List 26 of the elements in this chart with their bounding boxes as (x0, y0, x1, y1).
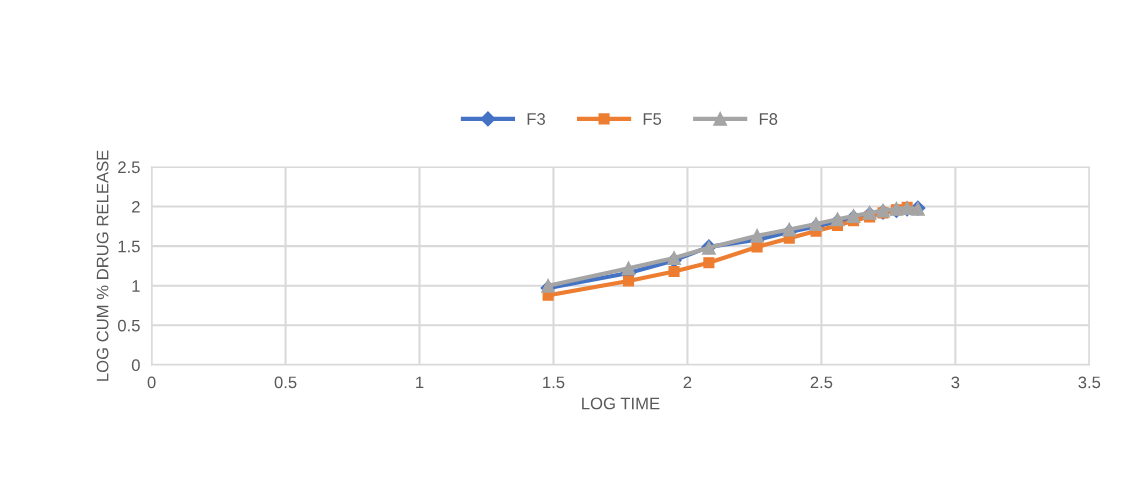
point (621, 261, 636, 276)
x-tick-label: 1 (416, 376, 424, 389)
legend-label: F3 (527, 113, 545, 125)
point (703, 257, 715, 269)
point (667, 251, 681, 265)
x-tick-label: 0.5 (274, 376, 297, 389)
x-tick-label: 3 (951, 376, 960, 389)
x-tick-label: 2 (683, 376, 692, 389)
y-tick-label: 1.5 (118, 240, 140, 253)
x-tick-label: 3.5 (1078, 376, 1101, 389)
legend-label: F8 (759, 113, 778, 125)
point (668, 265, 680, 278)
y-tick-label: 2.5 (118, 161, 140, 174)
y-tick-label: 0 (131, 359, 140, 372)
point (750, 228, 765, 243)
y-tick-label: 0.5 (117, 319, 140, 332)
x-tick-label: 1.5 (543, 376, 565, 389)
y-tick-label: 1 (132, 280, 140, 292)
x-axis-title: LOG TIME (582, 397, 660, 410)
x-tick-label: 2.5 (810, 376, 833, 389)
point (622, 275, 635, 287)
point (809, 217, 823, 231)
x-tick-label: 0 (147, 376, 156, 389)
legend-label: F5 (643, 113, 662, 125)
y-axis-title: LOG CUM % DRUG RELEASE (96, 150, 109, 381)
y-tick-label: 2 (132, 200, 140, 213)
